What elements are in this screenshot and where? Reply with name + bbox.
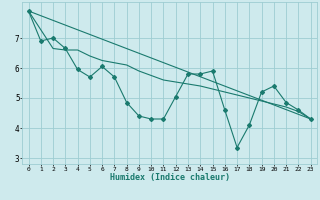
X-axis label: Humidex (Indice chaleur): Humidex (Indice chaleur) — [110, 173, 230, 182]
